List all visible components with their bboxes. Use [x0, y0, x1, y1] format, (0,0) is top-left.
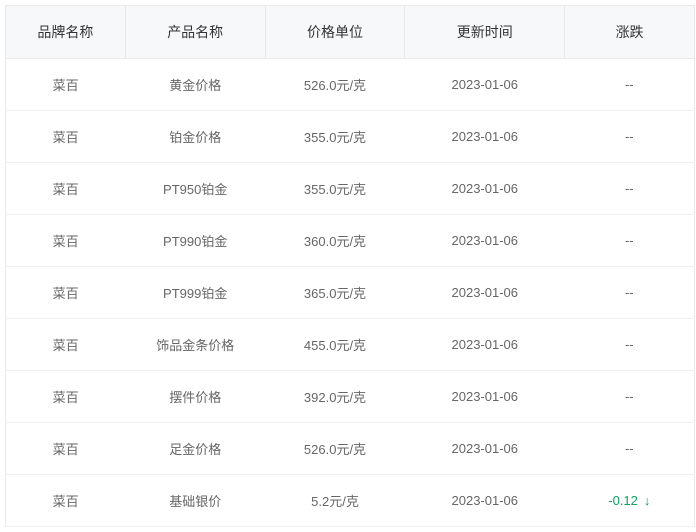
- change-value: --: [625, 233, 634, 248]
- cell-date: 2023-01-06: [405, 423, 565, 475]
- cell-price: 5.2元/克: [265, 475, 405, 527]
- cell-price: 455.0元/克: [265, 319, 405, 371]
- cell-product: 饰品金条价格: [125, 319, 265, 371]
- change-value: --: [625, 77, 634, 92]
- table-body: 菜百黄金价格526.0元/克2023-01-06--菜百铂金价格355.0元/克…: [6, 59, 695, 527]
- cell-brand: 菜百: [6, 423, 126, 475]
- table-row: 菜百基础银价5.2元/克2023-01-06 -0.12 ↓: [6, 475, 695, 527]
- cell-product: 足金价格: [125, 423, 265, 475]
- arrow-down-icon: ↓: [644, 493, 651, 508]
- change-value: --: [625, 441, 634, 456]
- cell-price: 355.0元/克: [265, 163, 405, 215]
- change-value: --: [625, 389, 634, 404]
- cell-change: --: [565, 111, 695, 163]
- cell-price: 526.0元/克: [265, 59, 405, 111]
- cell-brand: 菜百: [6, 59, 126, 111]
- table-row: 菜百PT999铂金365.0元/克2023-01-06 --: [6, 267, 695, 319]
- cell-brand: 菜百: [6, 319, 126, 371]
- cell-date: 2023-01-06: [405, 163, 565, 215]
- cell-product: PT999铂金: [125, 267, 265, 319]
- change-value: --: [625, 337, 634, 352]
- cell-date: 2023-01-06: [405, 371, 565, 423]
- table-row: 菜百PT950铂金355.0元/克2023-01-06 --: [6, 163, 695, 215]
- cell-change: --: [565, 215, 695, 267]
- cell-product: PT950铂金: [125, 163, 265, 215]
- cell-change: --: [565, 319, 695, 371]
- cell-change: --: [565, 371, 695, 423]
- header-row: 品牌名称 产品名称 价格单位 更新时间 涨跌: [6, 6, 695, 59]
- change-value: -0.12: [608, 493, 638, 508]
- col-header-date: 更新时间: [405, 6, 565, 59]
- table-row: 菜百铂金价格355.0元/克2023-01-06 --: [6, 111, 695, 163]
- cell-price: 355.0元/克: [265, 111, 405, 163]
- col-header-price: 价格单位: [265, 6, 405, 59]
- cell-date: 2023-01-06: [405, 475, 565, 527]
- cell-change: -0.12 ↓: [565, 475, 695, 527]
- cell-change: --: [565, 267, 695, 319]
- cell-brand: 菜百: [6, 111, 126, 163]
- cell-date: 2023-01-06: [405, 267, 565, 319]
- cell-price: 392.0元/克: [265, 371, 405, 423]
- table-row: 菜百摆件价格392.0元/克2023-01-06 --: [6, 371, 695, 423]
- cell-price: 360.0元/克: [265, 215, 405, 267]
- cell-brand: 菜百: [6, 215, 126, 267]
- table-row: 菜百PT990铂金360.0元/克2023-01-06 --: [6, 215, 695, 267]
- cell-brand: 菜百: [6, 163, 126, 215]
- change-value: --: [625, 181, 634, 196]
- table-row: 菜百黄金价格526.0元/克2023-01-06 --: [6, 59, 695, 111]
- cell-brand: 菜百: [6, 267, 126, 319]
- cell-product: 摆件价格: [125, 371, 265, 423]
- change-value: --: [625, 285, 634, 300]
- cell-product: 铂金价格: [125, 111, 265, 163]
- cell-date: 2023-01-06: [405, 59, 565, 111]
- cell-date: 2023-01-06: [405, 319, 565, 371]
- cell-product: PT990铂金: [125, 215, 265, 267]
- cell-change: --: [565, 423, 695, 475]
- col-header-product: 产品名称: [125, 6, 265, 59]
- col-header-change: 涨跌: [565, 6, 695, 59]
- cell-date: 2023-01-06: [405, 111, 565, 163]
- price-table: 品牌名称 产品名称 价格单位 更新时间 涨跌 菜百黄金价格526.0元/克202…: [5, 5, 695, 527]
- table-row: 菜百足金价格526.0元/克2023-01-06 --: [6, 423, 695, 475]
- change-value: --: [625, 129, 634, 144]
- cell-date: 2023-01-06: [405, 215, 565, 267]
- cell-price: 526.0元/克: [265, 423, 405, 475]
- cell-product: 基础银价: [125, 475, 265, 527]
- table-header: 品牌名称 产品名称 价格单位 更新时间 涨跌: [6, 6, 695, 59]
- table-row: 菜百饰品金条价格455.0元/克2023-01-06 --: [6, 319, 695, 371]
- cell-price: 365.0元/克: [265, 267, 405, 319]
- cell-brand: 菜百: [6, 475, 126, 527]
- cell-brand: 菜百: [6, 371, 126, 423]
- cell-product: 黄金价格: [125, 59, 265, 111]
- col-header-brand: 品牌名称: [6, 6, 126, 59]
- cell-change: --: [565, 163, 695, 215]
- cell-change: --: [565, 59, 695, 111]
